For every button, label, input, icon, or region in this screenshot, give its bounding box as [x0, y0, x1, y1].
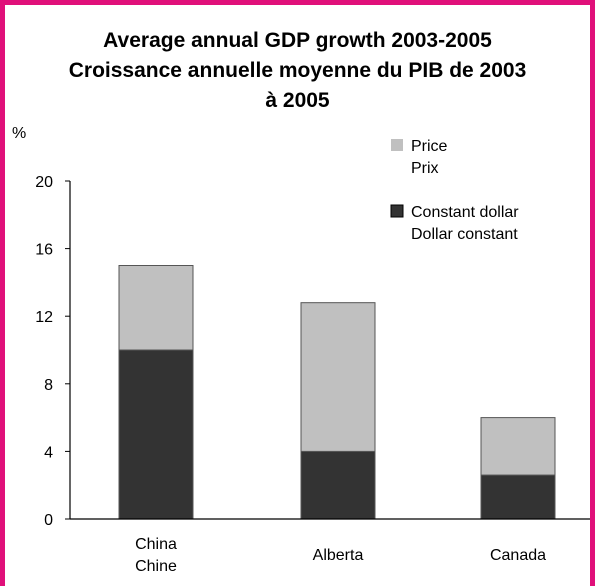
- chart-title: Average annual GDP growth 2003-2005 Croi…: [0, 26, 595, 116]
- y-tick-label-4: 4: [44, 444, 53, 461]
- chart-title-line-1: Average annual GDP growth 2003-2005: [103, 29, 492, 52]
- y-tick-label-0: 0: [44, 512, 53, 529]
- bar-segment-price-1: [118, 265, 194, 351]
- y-tick-label-20: 20: [35, 174, 53, 191]
- y-tick-label-12: 12: [35, 309, 53, 326]
- chart-title-line-2: Croissance annuelle moyenne du PIB de 20…: [68, 59, 527, 82]
- legend: Price Prix Constant dollar Dollar constant: [390, 138, 519, 243]
- legend-swatch-constant-dollar: [390, 204, 404, 218]
- bar-segment-price-2: [300, 302, 376, 452]
- legend-label-price-line-1: Price: [411, 138, 448, 155]
- chart-title-line-3: à 2005: [265, 89, 330, 112]
- y-tick-label-16: 16: [35, 242, 53, 259]
- bar-segment-price-3: [480, 417, 556, 476]
- x-tick-label-2-line-1: Alberta: [313, 547, 364, 564]
- bar-segment-constant-dollar-2: [300, 450, 376, 520]
- bar-segment-constant-dollar-1: [118, 349, 194, 520]
- y-tick-label-8: 8: [44, 377, 53, 394]
- x-tick-label-3-line-1: Canada: [490, 547, 546, 564]
- legend-label-price-line-2: Prix: [411, 160, 439, 177]
- legend-label-constant-dollar-line-1: Constant dollar: [411, 204, 519, 221]
- x-tick-label-1-line-1: China: [135, 536, 177, 553]
- y-axis-unit-label: %: [12, 125, 26, 142]
- legend-label-constant-dollar-line-2: Dollar constant: [411, 226, 518, 243]
- bar-segment-constant-dollar-3: [480, 474, 556, 520]
- legend-swatch-price: [391, 139, 403, 151]
- x-tick-label-1-line-2: Chine: [135, 558, 177, 575]
